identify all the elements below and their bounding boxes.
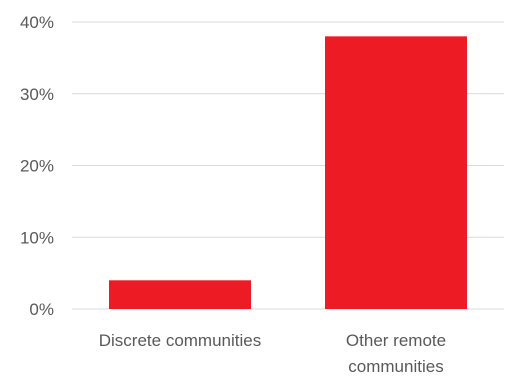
bar (325, 36, 467, 309)
y-tick-label: 30% (20, 85, 54, 104)
y-tick-label: 20% (20, 157, 54, 176)
y-tick-label: 40% (20, 13, 54, 32)
x-category-label: Discrete communities (99, 331, 262, 350)
bar (109, 280, 251, 309)
x-category-label-line: communities (348, 357, 443, 376)
x-category-label: Other remote communities (346, 331, 446, 376)
y-axis-ticks: 0% 10% 20% 30% 40% (20, 13, 54, 319)
y-tick-label: 0% (29, 300, 54, 319)
x-category-label-line: Discrete communities (99, 331, 262, 350)
x-category-label-line: Other remote (346, 331, 446, 350)
bars (109, 36, 467, 309)
y-tick-label: 10% (20, 228, 54, 247)
x-axis-categories: Discrete communities Other remote communit… (99, 331, 446, 376)
